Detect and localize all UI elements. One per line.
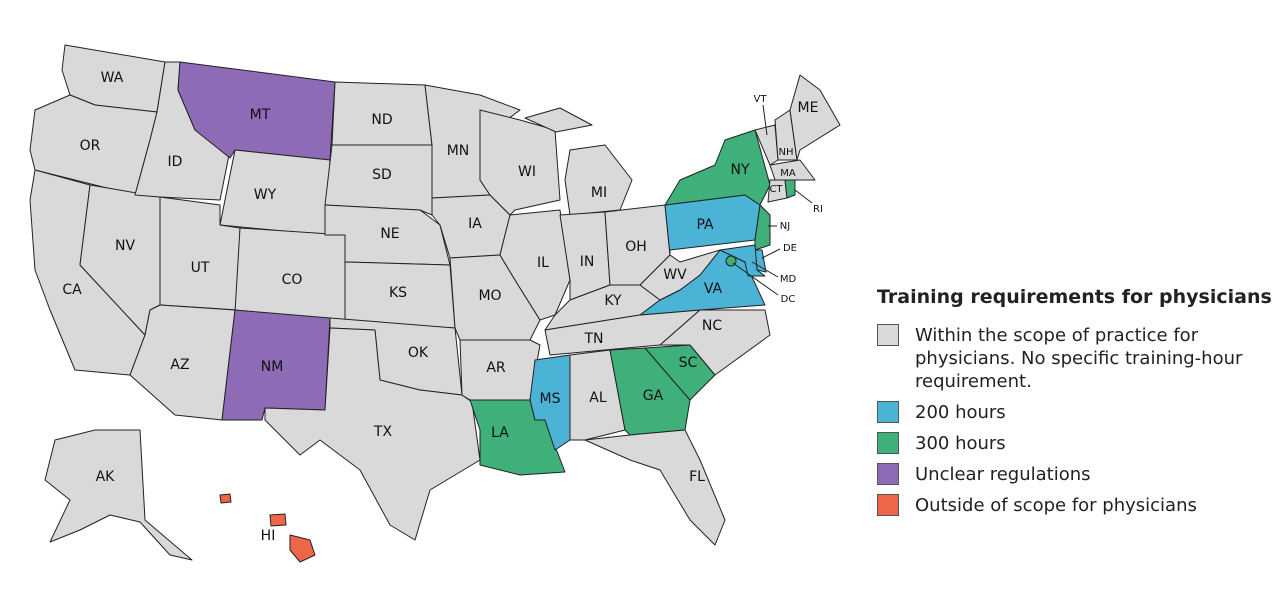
legend-swatch <box>877 494 899 516</box>
state-shape <box>754 204 771 251</box>
state-label: SC <box>679 355 698 371</box>
state-label: OH <box>625 239 647 255</box>
state-label: MI <box>591 185 607 201</box>
legend-swatch <box>877 401 899 423</box>
state-label: AL <box>589 390 607 406</box>
legend-swatch <box>877 432 899 454</box>
state-label: NY <box>730 162 749 178</box>
state-label: GA <box>643 388 664 404</box>
state-label: WA <box>101 70 124 86</box>
legend-swatch <box>877 463 899 485</box>
state-label: NE <box>380 226 399 242</box>
state-label: TX <box>373 424 393 440</box>
state-label: CT <box>769 184 783 195</box>
state-label: MA <box>780 168 796 179</box>
state-label: MT <box>250 107 271 123</box>
legend-swatch <box>877 324 899 346</box>
state-shape <box>769 159 816 181</box>
state-label: OK <box>408 345 429 361</box>
state-label: CA <box>62 282 82 298</box>
legend-label: Outside of scope for physicians <box>915 495 1197 516</box>
state-label: KY <box>604 293 622 309</box>
state-shape <box>324 144 433 216</box>
state-shape <box>269 513 287 527</box>
state-label: KS <box>389 285 407 301</box>
state-label: WY <box>254 187 277 203</box>
legend: Training requirements for physicians Wit… <box>877 286 1277 525</box>
state-label: DC <box>781 294 796 305</box>
state-shape <box>639 249 721 301</box>
state-label: NV <box>115 238 135 254</box>
state-label: IN <box>580 254 595 270</box>
state-shape <box>219 493 232 504</box>
state-label: ND <box>371 112 392 128</box>
state-label: OR <box>80 138 101 154</box>
leader-line <box>761 248 781 259</box>
state-shape <box>524 107 593 133</box>
state-label: MS <box>540 391 561 407</box>
state-shape <box>44 429 193 561</box>
state-shape <box>719 244 766 277</box>
state-label: DE <box>783 243 797 254</box>
labels: WA OR CA NV ID MT WY UT CO AZ NM ND SD NE KS OK TX MN IA MO… <box>62 70 823 544</box>
states <box>29 44 841 563</box>
state-label: FL <box>689 469 705 485</box>
legend-item: 300 hours <box>877 432 1277 455</box>
state-shape <box>569 349 626 441</box>
leader-line <box>732 262 779 296</box>
legend-item: 200 hours <box>877 401 1277 424</box>
state-label: IL <box>537 255 549 271</box>
state-label: MO <box>478 288 501 304</box>
state-label: MD <box>780 274 797 285</box>
legend-item: Outside of scope for physicians <box>877 494 1277 517</box>
state-label: AR <box>486 360 506 376</box>
legend-label: 200 hours <box>915 402 1006 423</box>
state-label: LA <box>491 425 509 441</box>
state-label: HI <box>261 528 276 544</box>
state-shape <box>584 429 726 546</box>
state-label: UT <box>191 260 210 276</box>
state-label: ME <box>798 100 819 116</box>
legend-item: Unclear regulations <box>877 463 1277 486</box>
state-label: CO <box>282 272 303 288</box>
legend-label: Unclear regulations <box>915 464 1091 485</box>
state-label: NC <box>702 318 722 334</box>
state-label: VT <box>754 94 768 105</box>
state-label: IA <box>468 216 482 232</box>
state-shape <box>784 179 796 199</box>
state-shape <box>479 109 561 216</box>
state-label: VA <box>704 281 723 297</box>
legend-item: Within the scope of practice for physici… <box>877 324 1277 393</box>
state-label: NJ <box>780 221 790 232</box>
state-label: ID <box>168 154 183 170</box>
map: WA OR CA NV ID MT WY UT CO AZ NM ND SD NE KS OK TX MN IA MO… <box>29 44 841 563</box>
state-label: AK <box>96 469 116 485</box>
leader-line <box>762 104 768 136</box>
state-label: SD <box>372 167 392 183</box>
state-label: WV <box>663 267 687 283</box>
state-shape <box>789 74 841 161</box>
state-label: MN <box>447 143 470 159</box>
state-label: RI <box>813 204 823 215</box>
state-shape <box>264 327 481 541</box>
state-label: NM <box>261 359 284 375</box>
state-label: AZ <box>170 357 189 373</box>
state-label: NH <box>779 147 794 158</box>
legend-label: Within the scope of practice for physici… <box>915 325 1243 392</box>
state-shape <box>289 534 316 563</box>
state-shape <box>564 144 633 216</box>
legend-label: 300 hours <box>915 433 1006 454</box>
state-label: WI <box>518 164 536 180</box>
state-shape <box>664 129 771 206</box>
leader-line <box>751 261 779 278</box>
leader-line <box>794 189 813 204</box>
legend-title: Training requirements for physicians <box>877 286 1272 308</box>
state-label: PA <box>696 217 714 233</box>
state-label: TN <box>583 331 603 347</box>
